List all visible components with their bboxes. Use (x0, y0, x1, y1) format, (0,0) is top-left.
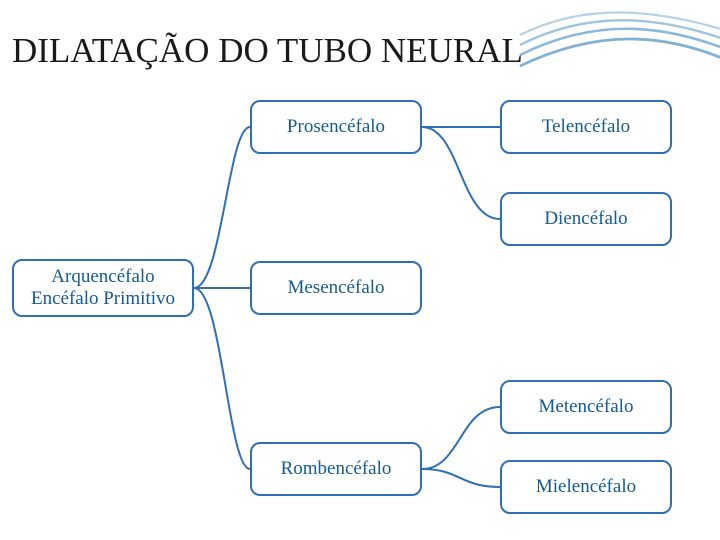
node-mesencefalo: Mesencéfalo (250, 261, 422, 315)
edge (194, 127, 250, 288)
node-label: Telencéfalo (542, 116, 630, 138)
node-label: Prosencéfalo (287, 116, 385, 138)
node-arquencefalo: ArquencéfaloEncéfalo Primitivo (12, 259, 194, 317)
page-title: DILATAÇÃO DO TUBO NEURAL (12, 31, 523, 71)
edge (422, 469, 500, 487)
node-prosencefalo: Prosencéfalo (250, 100, 422, 154)
node-label: Diencéfalo (544, 208, 627, 230)
node-rombencefalo: Rombencéfalo (250, 442, 422, 496)
edge (422, 407, 500, 469)
edge (194, 288, 250, 469)
node-diencefalo: Diencéfalo (500, 192, 672, 246)
edge (422, 127, 500, 219)
node-mielencefalo: Mielencéfalo (500, 460, 672, 514)
node-metencefalo: Metencéfalo (500, 380, 672, 434)
node-label: Mielencéfalo (536, 476, 636, 498)
node-telencefalo: Telencéfalo (500, 100, 672, 154)
node-label: Metencéfalo (539, 396, 634, 418)
node-label: Rombencéfalo (281, 458, 392, 480)
node-label: Mesencéfalo (287, 277, 384, 299)
node-label: ArquencéfaloEncéfalo Primitivo (31, 266, 175, 310)
